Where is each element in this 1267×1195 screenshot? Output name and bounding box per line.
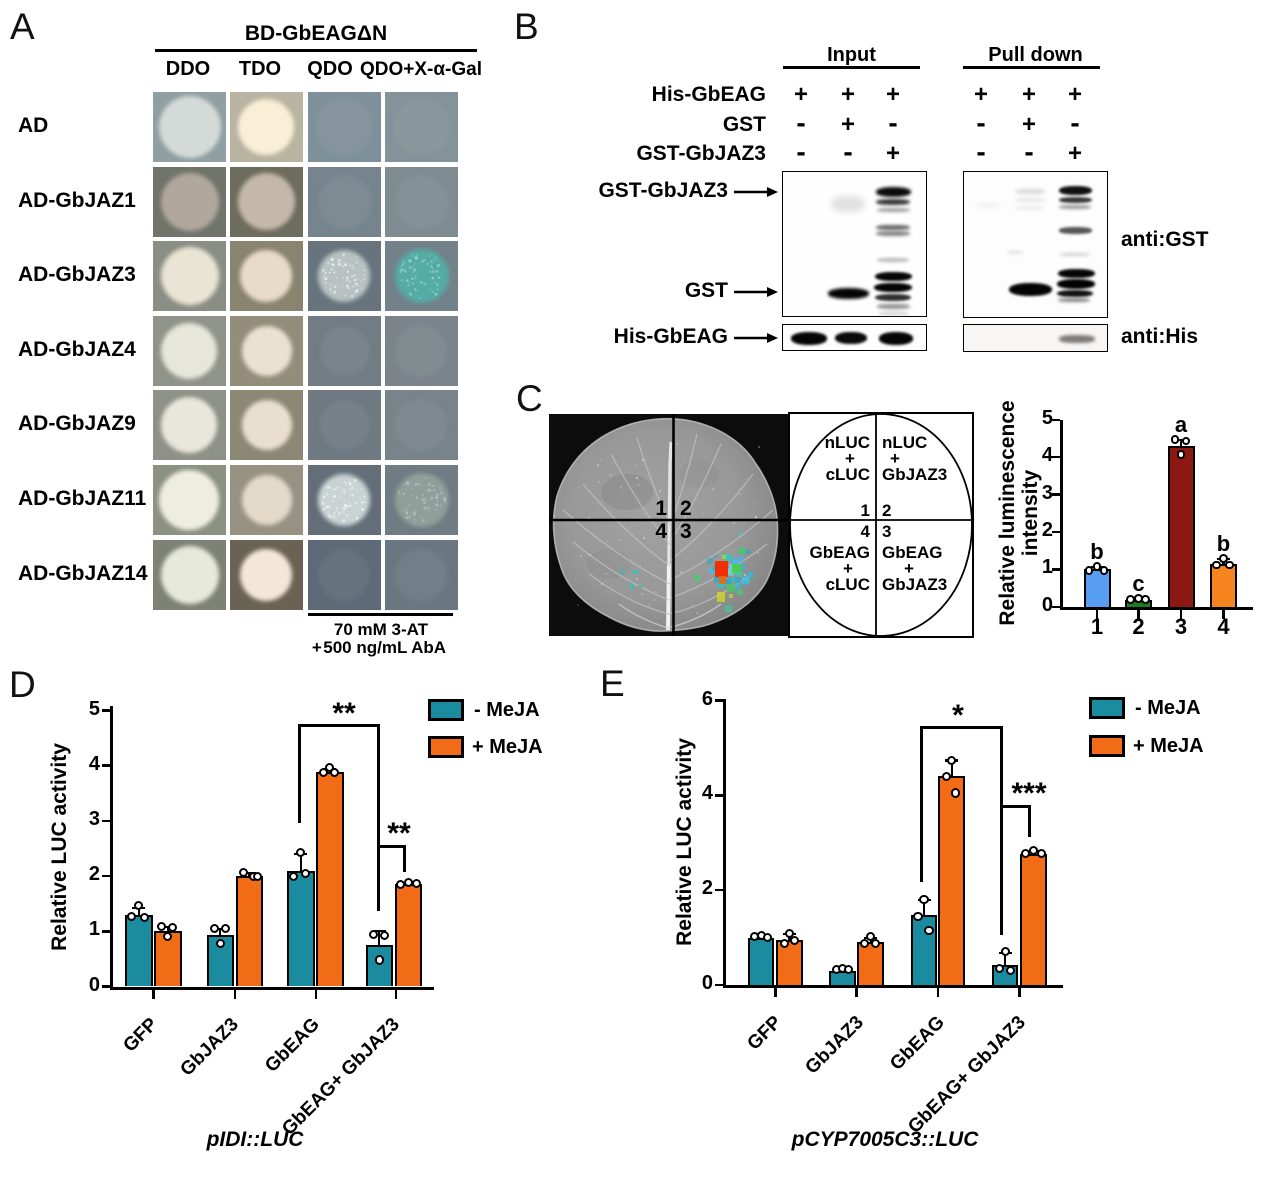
svg-text:4: 4 [655, 520, 667, 543]
svg-text:nLUC: nLUC [882, 433, 927, 452]
svg-text:GbEAG: GbEAG [810, 543, 870, 562]
svg-text:+: + [904, 559, 914, 578]
svg-text:3: 3 [882, 522, 891, 541]
svg-text:+: + [845, 449, 855, 468]
svg-text:2: 2 [680, 497, 692, 520]
svg-text:nLUC: nLUC [825, 433, 870, 452]
svg-text:GbJAZ3: GbJAZ3 [882, 575, 947, 594]
svg-text:GbJAZ3: GbJAZ3 [882, 465, 947, 484]
svg-text:cLUC: cLUC [826, 465, 870, 484]
svg-text:+: + [843, 559, 853, 578]
svg-text:1: 1 [861, 501, 870, 520]
svg-text:3: 3 [680, 520, 692, 543]
svg-text:4: 4 [861, 522, 871, 541]
svg-text:+: + [890, 449, 900, 468]
svg-text:1: 1 [655, 497, 667, 520]
svg-text:GbEAG: GbEAG [882, 543, 942, 562]
svg-text:2: 2 [882, 501, 891, 520]
svg-text:cLUC: cLUC [826, 575, 870, 594]
